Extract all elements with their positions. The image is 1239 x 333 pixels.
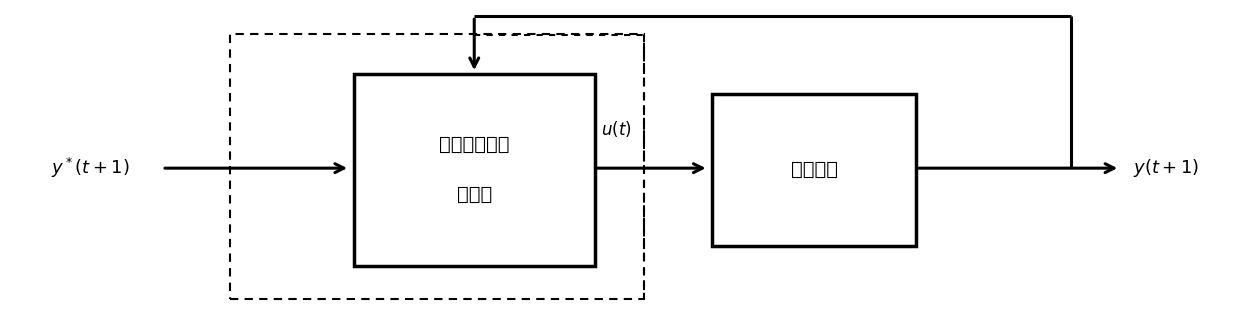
- Text: 被控对象: 被控对象: [790, 160, 838, 179]
- Bar: [353, 74, 595, 265]
- Text: 控制器: 控制器: [457, 185, 492, 204]
- Bar: [712, 94, 916, 246]
- Text: 多模型自适应: 多模型自适应: [439, 136, 509, 155]
- Text: $y^*(t+1)$: $y^*(t+1)$: [51, 156, 130, 180]
- Text: $u(t)$: $u(t)$: [601, 119, 632, 139]
- Text: $y(t+1)$: $y(t+1)$: [1132, 157, 1198, 179]
- Bar: [230, 34, 644, 299]
